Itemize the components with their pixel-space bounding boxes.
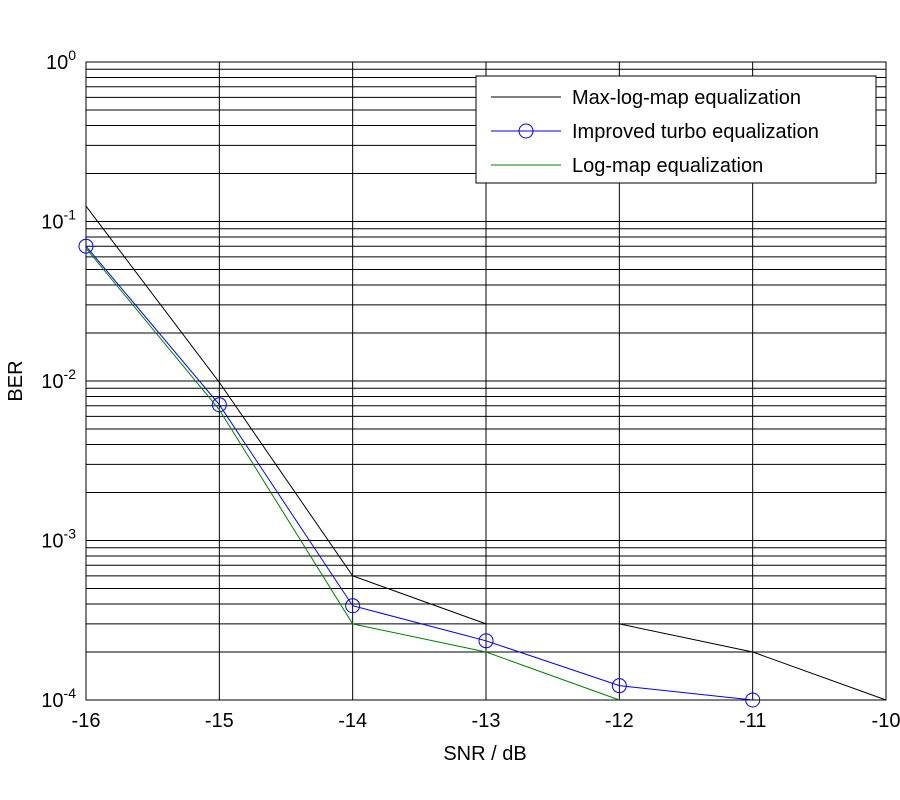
x-tick-label: -13 [472, 710, 501, 732]
legend-marker [518, 123, 534, 139]
marker [478, 633, 494, 649]
y-tick-label: 10-1 [41, 207, 76, 234]
legend-label: Max-log-map equalization [572, 87, 801, 109]
x-tick-label: -10 [872, 710, 900, 732]
x-tick-label: -15 [205, 710, 234, 732]
legend-label: Improved turbo equalization [572, 121, 819, 143]
x-tick-label: -11 [739, 710, 766, 732]
x-axis-label: SNR / dB [443, 743, 526, 765]
x-tick-label: -16 [72, 710, 101, 732]
legend-label: Log-map equalization [572, 155, 763, 177]
y-tick-label: 100 [46, 47, 76, 74]
marker [611, 678, 627, 694]
plot-frame [85, 61, 887, 701]
x-tick-label: -14 [338, 710, 367, 732]
y-tick-label: 10-3 [41, 526, 76, 553]
series-line [85, 205, 887, 701]
y-axis-label: BER [5, 360, 27, 401]
series-line [85, 245, 753, 701]
y-tick-label: 10-4 [41, 685, 76, 712]
marker [345, 598, 361, 614]
marker [745, 692, 761, 708]
marker [78, 238, 94, 254]
x-tick-label: -12 [605, 710, 634, 732]
marker [211, 397, 227, 413]
y-tick-label: 10-2 [41, 366, 76, 393]
series-line [85, 247, 620, 701]
